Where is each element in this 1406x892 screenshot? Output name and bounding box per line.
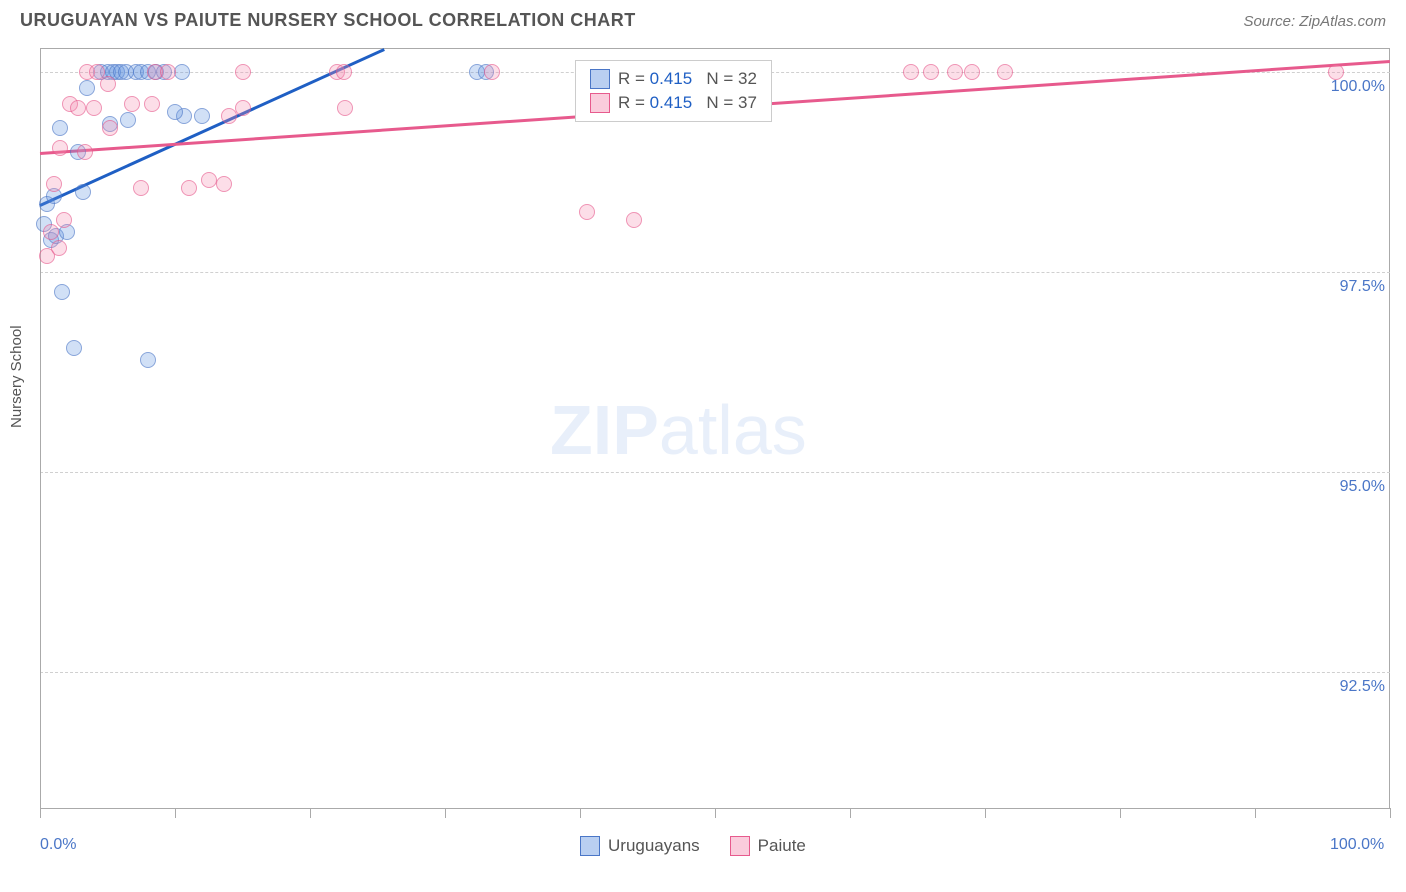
- gridline: [40, 672, 1390, 673]
- legend-text: R = 0.415 N = 32: [618, 69, 757, 89]
- x-tick: [1390, 808, 1391, 818]
- x-tick-label-right: 100.0%: [1330, 836, 1384, 854]
- data-point: [579, 204, 595, 220]
- x-tick: [1255, 808, 1256, 818]
- x-tick: [40, 808, 41, 818]
- data-point: [484, 64, 500, 80]
- data-point: [43, 224, 59, 240]
- legend-label: Uruguayans: [608, 836, 700, 856]
- data-point: [86, 100, 102, 116]
- data-point: [336, 64, 352, 80]
- data-point: [100, 76, 116, 92]
- data-point: [160, 64, 176, 80]
- legend-text: R = 0.415 N = 37: [618, 93, 757, 113]
- data-point: [46, 176, 62, 192]
- y-tick-label: 97.5%: [1315, 278, 1385, 296]
- y-tick-label: 95.0%: [1315, 478, 1385, 496]
- gridline: [40, 472, 1390, 473]
- data-point: [144, 96, 160, 112]
- gridline: [40, 272, 1390, 273]
- x-tick: [1120, 808, 1121, 818]
- legend-swatch: [580, 836, 600, 856]
- chart-title: URUGUAYAN VS PAIUTE NURSERY SCHOOL CORRE…: [20, 10, 636, 31]
- x-tick: [715, 808, 716, 818]
- data-point: [1328, 64, 1344, 80]
- stats-legend: R = 0.415 N = 32 R = 0.415 N = 37: [575, 60, 772, 122]
- y-tick-label: 92.5%: [1315, 678, 1385, 696]
- data-point: [964, 64, 980, 80]
- y-axis-label: Nursery School: [8, 325, 25, 428]
- x-tick: [580, 808, 581, 818]
- legend-swatch: [590, 69, 610, 89]
- data-point: [70, 100, 86, 116]
- legend-label: Paiute: [758, 836, 806, 856]
- data-point: [947, 64, 963, 80]
- data-point: [133, 180, 149, 196]
- data-point: [77, 144, 93, 160]
- series-legend: Uruguayans Paiute: [580, 836, 806, 856]
- data-point: [66, 340, 82, 356]
- data-point: [102, 120, 118, 136]
- chart-source: Source: ZipAtlas.com: [1243, 13, 1386, 30]
- data-point: [997, 64, 1013, 80]
- data-point: [167, 104, 183, 120]
- data-point: [79, 80, 95, 96]
- data-point: [89, 64, 105, 80]
- x-tick: [445, 808, 446, 818]
- x-tick: [175, 808, 176, 818]
- chart-header: URUGUAYAN VS PAIUTE NURSERY SCHOOL CORRE…: [0, 0, 1406, 39]
- data-point: [337, 100, 353, 116]
- data-point: [56, 212, 72, 228]
- data-point: [194, 108, 210, 124]
- data-point: [181, 180, 197, 196]
- data-point: [216, 176, 232, 192]
- data-point: [140, 352, 156, 368]
- data-point: [923, 64, 939, 80]
- data-point: [120, 112, 136, 128]
- x-tick: [850, 808, 851, 818]
- data-point: [903, 64, 919, 80]
- data-point: [54, 284, 70, 300]
- data-point: [124, 96, 140, 112]
- data-point: [235, 64, 251, 80]
- data-point: [201, 172, 217, 188]
- data-point: [52, 140, 68, 156]
- x-tick: [985, 808, 986, 818]
- data-point: [52, 120, 68, 136]
- legend-swatch: [730, 836, 750, 856]
- data-point: [51, 240, 67, 256]
- data-point: [75, 184, 91, 200]
- data-point: [235, 100, 251, 116]
- x-tick: [310, 808, 311, 818]
- y-tick-label: 100.0%: [1315, 78, 1385, 96]
- data-point: [221, 108, 237, 124]
- data-point: [626, 212, 642, 228]
- legend-swatch: [590, 93, 610, 113]
- x-tick-label-left: 0.0%: [40, 836, 76, 854]
